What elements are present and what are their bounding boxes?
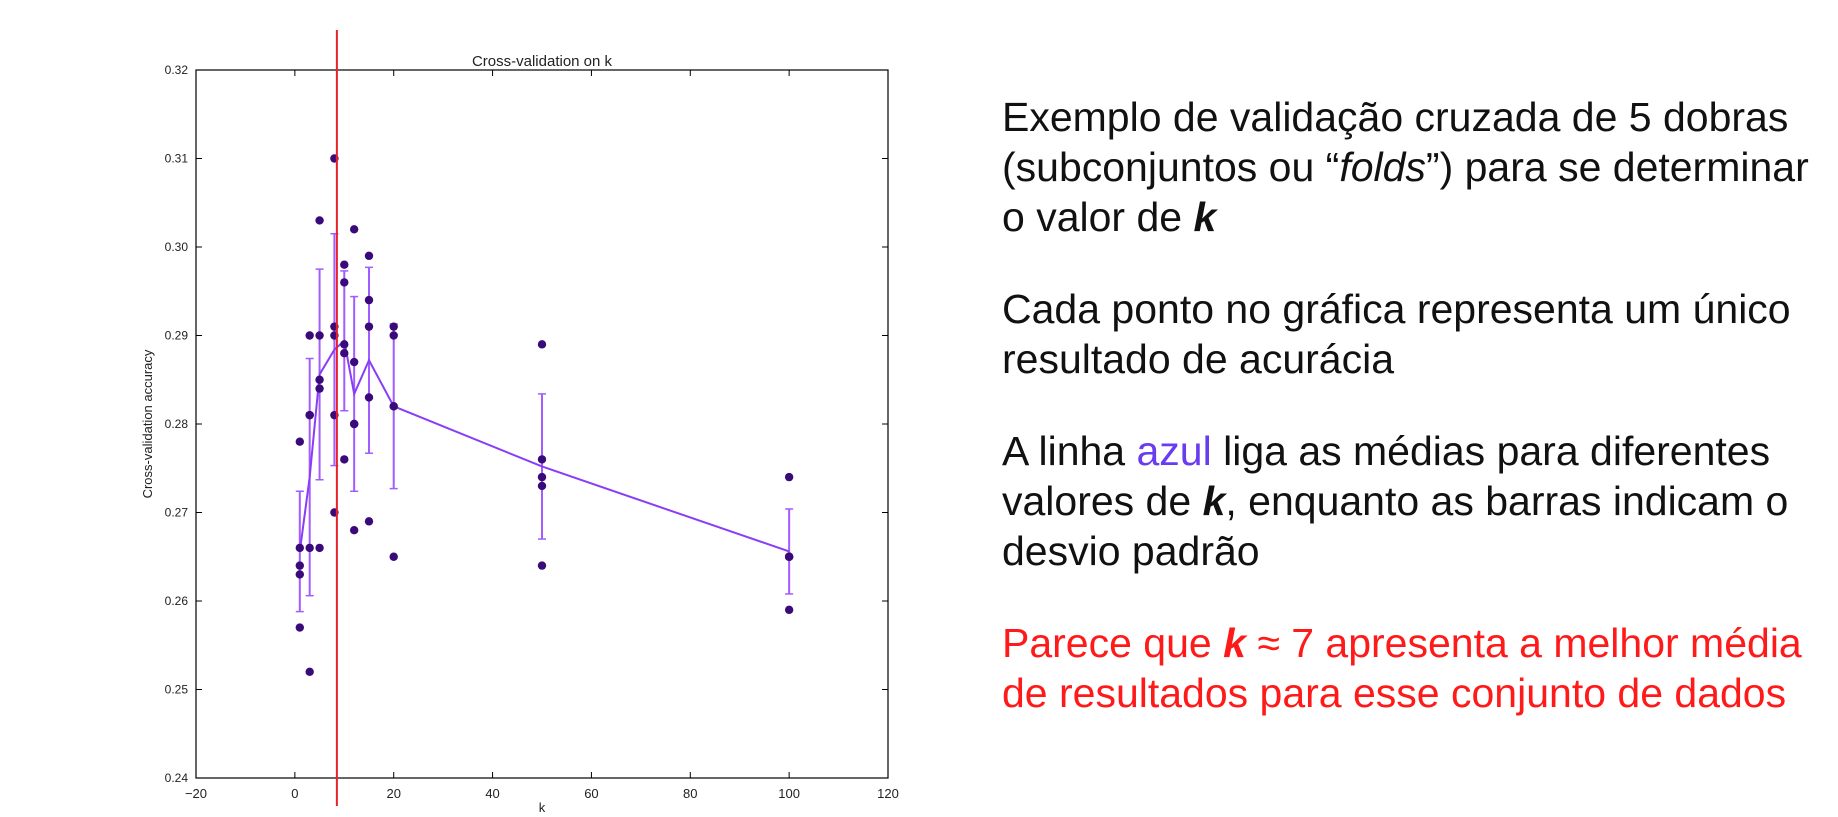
x-tick-label: 100 xyxy=(778,786,800,801)
k-symbol: k xyxy=(1223,620,1246,666)
data-point xyxy=(305,667,314,676)
x-axis-label: k xyxy=(539,800,546,815)
data-point xyxy=(537,340,547,349)
p1-line-3: o valor de xyxy=(1002,194,1194,240)
data-point xyxy=(389,402,398,411)
y-axis-label: Cross-validation accuracy xyxy=(140,349,155,498)
data-point xyxy=(295,570,304,579)
k-symbol: k xyxy=(1202,478,1226,524)
y-tick-label: 0.26 xyxy=(165,594,189,608)
data-point xyxy=(295,561,304,570)
data-points xyxy=(295,154,794,676)
data-point xyxy=(784,605,794,615)
data-point xyxy=(305,331,314,340)
x-tick-label: 120 xyxy=(877,786,899,801)
plot-frame xyxy=(195,69,889,779)
data-point xyxy=(295,437,304,446)
p3-line-2-end: , enquanto as barras indicam o xyxy=(1225,478,1789,524)
error-bars xyxy=(295,232,794,613)
data-point xyxy=(389,552,398,561)
data-point xyxy=(349,526,359,535)
data-point xyxy=(340,455,349,464)
data-point xyxy=(340,278,349,287)
data-point xyxy=(349,225,359,234)
chart-title: Cross-validation on k xyxy=(472,53,613,70)
y-tick-label: 0.31 xyxy=(165,152,189,166)
data-point xyxy=(364,322,374,331)
paragraph-conclusion: Parece que k ≈ 7 apresenta a melhor médi… xyxy=(1002,618,1822,718)
y-tick-label: 0.27 xyxy=(165,506,189,520)
p3-line-1-start: A linha xyxy=(1002,428,1137,474)
data-point xyxy=(784,472,794,482)
azul-word: azul xyxy=(1136,428,1212,474)
cross-validation-chart: Cross-validation on k Cross-validation a… xyxy=(140,30,899,815)
p1-line-2-start: (subconjuntos ou “ xyxy=(1002,144,1340,190)
data-point xyxy=(305,410,314,420)
data-point xyxy=(349,419,359,429)
data-point xyxy=(364,251,374,261)
paragraph-points: Cada ponto no gráfica representa um únic… xyxy=(1002,284,1822,384)
p2-line-2: resultado de acurácia xyxy=(1002,336,1395,382)
y-tick-label: 0.24 xyxy=(165,771,189,785)
data-point xyxy=(389,331,398,340)
p1-line-2-end: ”) para se determinar xyxy=(1425,144,1809,190)
data-point xyxy=(537,455,547,464)
p1-line-1: Exemplo de validação cruzada de 5 dobras xyxy=(1002,94,1789,140)
x-tick-label: 0 xyxy=(291,786,298,801)
y-tick-label: 0.29 xyxy=(165,329,189,343)
data-point xyxy=(364,393,374,402)
y-tick-label: 0.28 xyxy=(165,417,189,431)
data-point xyxy=(315,543,324,553)
data-point xyxy=(340,260,349,269)
p3-line-1-end: liga as médias para diferentes xyxy=(1211,428,1771,474)
data-point xyxy=(305,543,314,553)
x-tick-label: 40 xyxy=(485,786,499,801)
data-point xyxy=(537,481,547,491)
mean-line-group xyxy=(298,338,790,553)
y-tick-label: 0.30 xyxy=(165,240,189,254)
p2-line-1: Cada ponto no gráfica representa um únic… xyxy=(1002,286,1791,332)
data-point xyxy=(340,340,349,349)
data-point xyxy=(364,295,374,305)
p4-line-2: de resultados para esse conjunto de dado… xyxy=(1002,670,1787,716)
mean-line xyxy=(298,338,790,553)
x-tick-label: −20 xyxy=(185,786,207,801)
y-tick-label: 0.25 xyxy=(165,683,189,697)
paragraph-line: A linha azul liga as médias para diferen… xyxy=(1002,426,1822,576)
p3-line-2-start: valores de xyxy=(1002,478,1203,524)
data-point xyxy=(340,349,349,358)
data-point xyxy=(315,384,324,393)
data-point xyxy=(295,623,304,632)
x-tick-label: 20 xyxy=(386,786,400,801)
y-tick-label: 0.32 xyxy=(165,63,189,77)
data-point xyxy=(315,331,324,340)
data-point xyxy=(784,552,794,561)
data-point xyxy=(537,561,547,570)
data-point xyxy=(295,543,304,553)
explanation-text: Exemplo de validação cruzada de 5 dobras… xyxy=(1002,92,1822,760)
x-tick-label: 60 xyxy=(584,786,598,801)
axis-ticks: −20 0 20 40 60 80 100 120 0.24 0.25 0.26 0.27 0.28 0.… xyxy=(165,63,899,801)
data-point xyxy=(389,322,398,331)
k-symbol: k xyxy=(1193,194,1217,240)
x-tick-label: 80 xyxy=(683,786,697,801)
data-point xyxy=(349,357,359,367)
data-point xyxy=(537,472,547,482)
paragraph-description: Exemplo de validação cruzada de 5 dobras… xyxy=(1002,92,1822,242)
p4-line-1-start: Parece que xyxy=(1002,620,1224,666)
data-point xyxy=(364,517,374,526)
p3-line-3: desvio padrão xyxy=(1002,528,1260,574)
data-point xyxy=(315,375,324,384)
data-point xyxy=(315,216,324,225)
folds-word: folds xyxy=(1339,144,1426,190)
p4-line-1-end: ≈ 7 apresenta a melhor média xyxy=(1245,620,1802,666)
